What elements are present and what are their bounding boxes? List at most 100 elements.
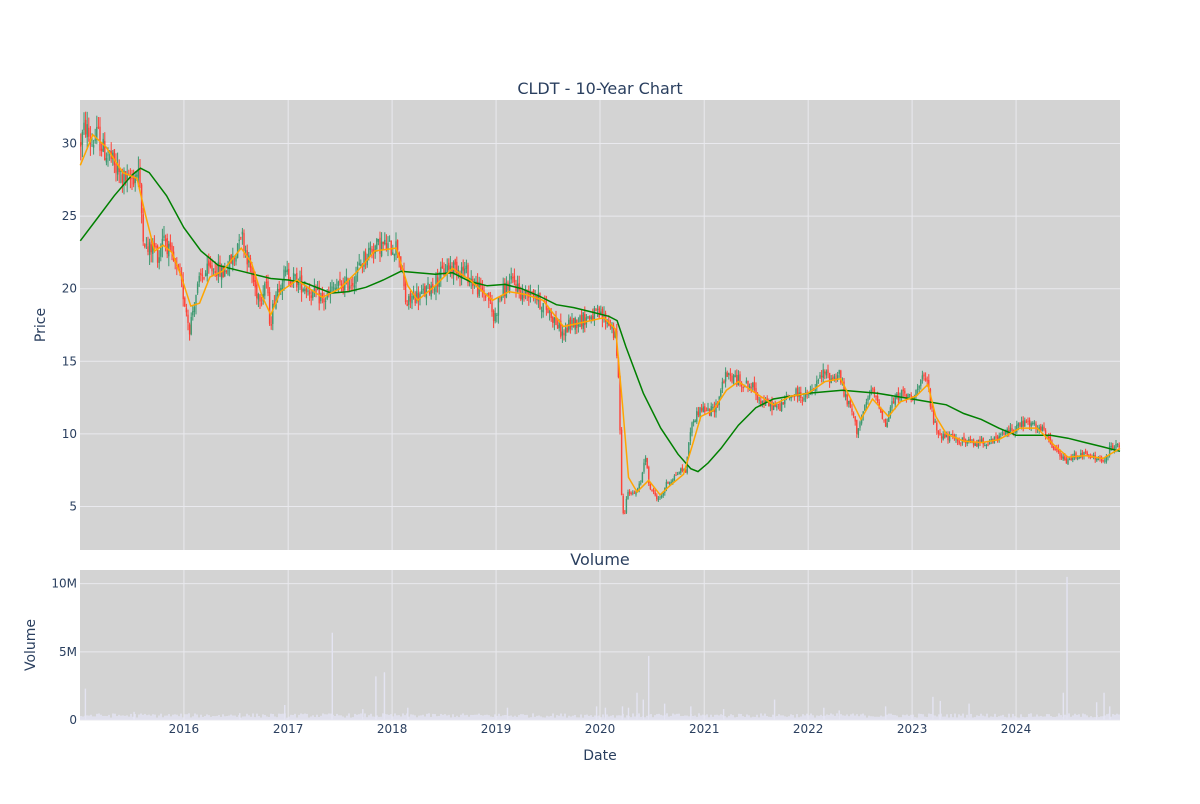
candle-body <box>332 287 335 289</box>
candle-body <box>555 315 557 326</box>
candle-body <box>1086 452 1088 456</box>
candle-body <box>160 247 162 257</box>
candle-body <box>793 395 796 397</box>
candle-body <box>688 442 690 457</box>
candle-body <box>547 308 549 314</box>
candle-body <box>590 316 592 320</box>
candle-body <box>1104 460 1106 462</box>
candle-body <box>672 479 674 482</box>
candle-body <box>481 287 484 293</box>
candle-body <box>209 262 212 268</box>
candle-body <box>988 442 991 445</box>
candle-body <box>662 493 664 496</box>
volume-y-tick-label: 5M <box>59 645 77 659</box>
candle-body <box>932 409 935 424</box>
candle-body <box>892 401 895 404</box>
candle-body <box>376 238 378 250</box>
candle-body <box>505 282 508 298</box>
volume-bars <box>80 576 1120 720</box>
candle-body <box>822 369 824 378</box>
candle-body <box>201 274 204 276</box>
x-tick-label: 2018 <box>377 722 408 736</box>
candle-body <box>94 139 96 141</box>
candle-body <box>940 436 943 439</box>
candle-body <box>696 411 698 422</box>
candle-body <box>760 400 762 406</box>
candle-body <box>1067 459 1069 465</box>
candle-body <box>627 492 629 499</box>
candle-body <box>214 271 216 274</box>
candle-body <box>363 251 365 267</box>
candle-body <box>1004 432 1007 434</box>
candle-body <box>163 235 165 239</box>
candle-body <box>651 489 653 491</box>
candle-body <box>392 252 394 255</box>
candle-body <box>979 439 981 443</box>
candle-body <box>620 429 623 496</box>
candle-body <box>276 289 279 296</box>
candle-body <box>704 406 706 412</box>
candle-body <box>832 377 834 380</box>
candle-body <box>715 403 717 413</box>
candle-body <box>942 433 944 440</box>
candle-body <box>512 277 514 279</box>
candle-body <box>758 399 760 401</box>
candle-body <box>843 381 845 397</box>
candle-body <box>192 311 194 316</box>
candle-body <box>985 444 988 447</box>
candle-body <box>660 496 663 498</box>
x-tick-label: 2024 <box>1001 722 1032 736</box>
candle-body <box>499 297 501 299</box>
candle-body <box>1017 423 1020 426</box>
candle-body <box>1038 427 1040 430</box>
candle-body <box>966 440 968 444</box>
candle-body <box>956 437 959 442</box>
candle-body <box>502 284 504 296</box>
candle-body <box>240 237 242 239</box>
candle-body <box>280 287 282 292</box>
x-tick-labels: 2016 2017 2018 2019 2020 2021 2022 2023 2024 <box>169 722 1032 736</box>
candle-body <box>104 141 106 161</box>
candle-body <box>403 270 405 287</box>
candle-body <box>382 241 384 244</box>
candle-body <box>779 403 781 411</box>
candle-body <box>868 394 871 398</box>
candle-body <box>1048 435 1050 439</box>
candle-body <box>220 267 223 280</box>
candle-body <box>252 272 255 282</box>
candle-body <box>1022 420 1024 427</box>
candle-body <box>916 388 919 391</box>
candle-body <box>236 243 239 259</box>
candle-body <box>673 475 676 481</box>
candle-body <box>776 405 778 408</box>
candle-body <box>523 293 525 299</box>
candle-body <box>91 144 93 146</box>
candle-body <box>462 266 464 271</box>
candle-body <box>304 289 306 291</box>
candle-body <box>409 293 412 302</box>
candle-body <box>1118 445 1120 448</box>
candle-body <box>302 289 304 291</box>
candle-body <box>256 284 258 299</box>
candle-body <box>203 277 205 279</box>
candle-body <box>1088 454 1090 456</box>
candle-body <box>230 254 232 263</box>
candle-body <box>166 238 168 255</box>
candle-body <box>294 274 296 276</box>
candle-body <box>1064 456 1066 460</box>
candle-body <box>521 292 524 300</box>
candle-body <box>784 396 786 405</box>
candle-body <box>1060 455 1063 459</box>
candle-body <box>659 497 661 499</box>
candle-body <box>763 400 765 406</box>
candle-body <box>83 122 85 131</box>
candle-body <box>377 238 380 242</box>
candle-body <box>257 293 260 300</box>
candle-body <box>164 238 167 242</box>
candle-body <box>1084 451 1087 453</box>
candle-body <box>1107 456 1109 458</box>
candle-body <box>297 280 300 285</box>
candle-body <box>640 482 642 484</box>
candle-body <box>622 495 624 514</box>
